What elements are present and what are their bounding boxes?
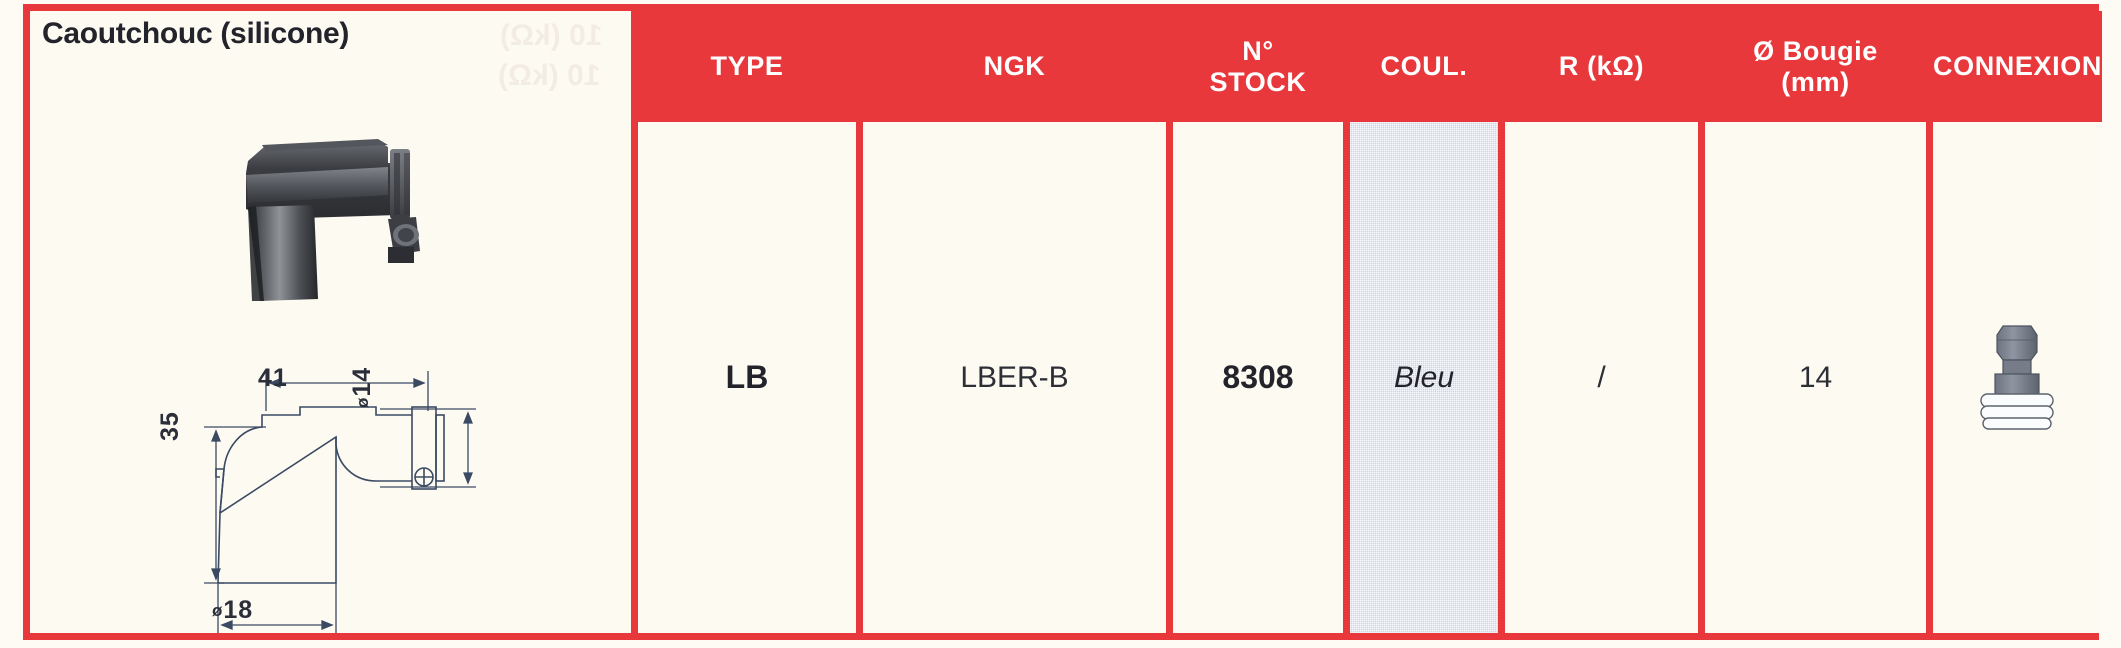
column-resistance: R (kΩ) / [1505, 11, 1705, 633]
column-header-stock-line1: N° [1242, 36, 1274, 67]
column-header-resistance-label: R (kΩ) [1558, 51, 1645, 82]
column-stock: N° STOCK 8308 [1173, 11, 1350, 633]
cell-value-resistance: / [1597, 360, 1606, 394]
cell-resistance: / [1505, 122, 1698, 633]
panel-title: Caoutchouc (silicone) [42, 17, 350, 50]
column-header-bougie-line1: Ø Bougie [1753, 36, 1878, 67]
product-photo [238, 123, 468, 319]
column-header-ngk: NGK [863, 11, 1166, 122]
column-header-connexion: CONNEXION [1933, 11, 2102, 122]
ghost-artifact-1: 10 (kΩ) [500, 19, 603, 52]
dimension-label-height: 35 [156, 411, 184, 441]
column-header-couleur: COUL. [1350, 11, 1498, 122]
column-header-type-label: TYPE [710, 51, 784, 82]
cell-ngk: LBER-B [863, 122, 1166, 633]
dimension-value-bottom: 18 [223, 596, 254, 624]
cell-connexion [1933, 122, 2102, 633]
catalog-product-row: Caoutchouc (silicone) 10 (kΩ) 10 (kΩ) [23, 4, 2102, 640]
cell-value-type: LB [725, 359, 769, 395]
ghost-artifact-2: 10 (kΩ) [498, 59, 601, 92]
cell-value-stock: 8308 [1222, 359, 1294, 395]
cell-stock: 8308 [1173, 122, 1343, 633]
cell-value-ngk: LBER-B [960, 360, 1069, 394]
spark-plug-terminal-icon [1969, 318, 2065, 438]
cell-couleur: Bleu [1350, 122, 1498, 633]
column-header-stock-line2: STOCK [1209, 66, 1307, 97]
column-header-couleur-label: COUL. [1380, 51, 1468, 82]
column-header-resistance: R (kΩ) [1505, 11, 1698, 122]
diameter-symbol-bottom: ø [212, 601, 224, 620]
dimension-label-bottom-diameter: ø18 [212, 596, 253, 625]
column-ngk: NGK LBER-B [863, 11, 1173, 633]
diameter-symbol-end: ø [353, 396, 372, 408]
column-couleur: COUL. Bleu [1350, 11, 1505, 633]
cell-value-couleur: Bleu [1393, 360, 1455, 394]
dimension-label-width: 41 [258, 364, 288, 392]
technical-drawing [180, 353, 490, 633]
column-bougie-diameter: Ø Bougie (mm) 14 [1705, 11, 1933, 633]
column-header-bougie-diameter: Ø Bougie (mm) [1705, 11, 1926, 122]
product-illustration-panel: Caoutchouc (silicone) 10 (kΩ) 10 (kΩ) [30, 11, 638, 633]
dimension-label-end-diameter: ø14 [348, 367, 377, 408]
column-header-stock: N° STOCK [1173, 11, 1343, 122]
column-header-type: TYPE [638, 11, 856, 122]
column-connexion: CONNEXION [1933, 11, 2102, 633]
column-header-bougie-line2: (mm) [1781, 66, 1850, 97]
dimension-value-end: 14 [348, 366, 376, 397]
column-header-connexion-label: CONNEXION [1933, 51, 2102, 82]
column-type: TYPE LB [638, 11, 863, 633]
cell-bougie-diameter: 14 [1705, 122, 1926, 633]
cell-type: LB [638, 122, 856, 633]
cell-value-bougie-diameter: 14 [1798, 360, 1833, 394]
column-header-ngk-label: NGK [983, 51, 1046, 82]
